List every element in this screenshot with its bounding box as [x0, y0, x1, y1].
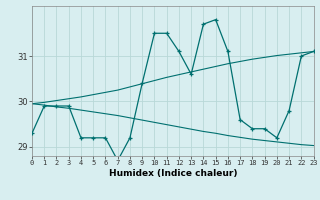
X-axis label: Humidex (Indice chaleur): Humidex (Indice chaleur): [108, 169, 237, 178]
